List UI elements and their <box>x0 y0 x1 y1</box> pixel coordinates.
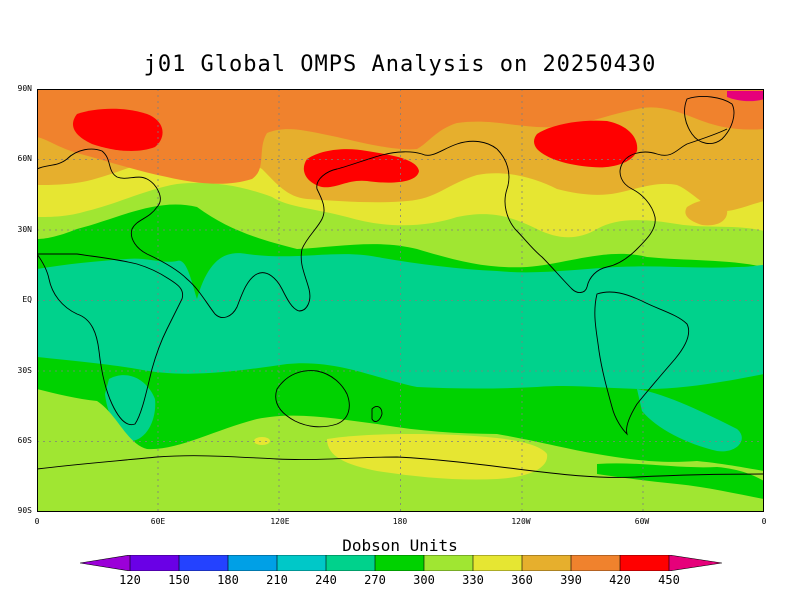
coastline-africa <box>37 253 184 426</box>
coastlines <box>37 96 764 478</box>
colorbar-label-240: 240 <box>315 573 337 587</box>
colorbar-label-330: 330 <box>462 573 484 587</box>
colorbar-box-390-420 <box>571 555 620 571</box>
coastline-australia <box>275 370 350 428</box>
lon-label-0: 0 <box>34 517 40 526</box>
colorbar-low-arrow <box>80 555 130 571</box>
band-270-300-south-pacific <box>637 389 742 452</box>
coastline-newzealand <box>371 406 383 422</box>
colorbar <box>79 554 723 572</box>
ozone-map <box>37 89 764 512</box>
lat-label-60n: 60N <box>17 154 32 163</box>
ozone-map-svg <box>37 89 764 512</box>
band-300-330-south-strip <box>597 463 764 499</box>
coastline-eurasia <box>37 140 498 318</box>
lon-label-0-right: 0 <box>761 517 767 526</box>
colorbar-label-180: 180 <box>217 573 239 587</box>
band-390-420-atlantic <box>685 199 728 226</box>
colorbar-label-420: 420 <box>609 573 631 587</box>
band-450-plus-arctic <box>727 91 764 102</box>
lon-label-120w: 120W <box>511 517 531 526</box>
colorbar-box-330-360 <box>473 555 522 571</box>
colorbar-label-150: 150 <box>168 573 190 587</box>
colorbar-box-270-300 <box>375 555 424 571</box>
band-420-450-north <box>37 89 764 184</box>
colorbar-box-120-150 <box>130 555 179 571</box>
colorbar-box-150-180 <box>179 555 228 571</box>
lon-label-60w: 60W <box>634 517 650 526</box>
coastline-antarctica <box>37 455 764 478</box>
colorbar-box-420-450 <box>620 555 669 571</box>
lat-label-30s: 30S <box>17 366 32 375</box>
colorbar-box-210-240 <box>277 555 326 571</box>
colorbar-label-390: 390 <box>560 573 582 587</box>
colorbar-box-240-270 <box>326 555 375 571</box>
band-450-namerica <box>534 120 638 168</box>
lat-label-90s: 90S <box>17 506 32 515</box>
coastline-south-america <box>594 291 690 436</box>
band-360-390-south <box>327 434 548 480</box>
band-360-390-spot <box>254 437 270 445</box>
colorbar-box-300-330 <box>424 555 473 571</box>
colorbar-title: Dobson Units <box>342 536 458 555</box>
colorbar-label-210: 210 <box>266 573 288 587</box>
band-270-300-tropics <box>37 253 764 389</box>
coastline-greenland <box>684 96 735 145</box>
colorbar-box-180-210 <box>228 555 277 571</box>
colorbar-label-270: 270 <box>364 573 386 587</box>
band-450-europe <box>72 108 163 151</box>
lat-label-30n: 30N <box>17 225 32 234</box>
lat-label-90n: 90N <box>17 84 32 93</box>
gridlines <box>37 89 764 512</box>
colorbar-high-arrow <box>669 555 722 571</box>
colorbar-label-120: 120 <box>119 573 141 587</box>
map-title: j01 Global OMPS Analysis on 20250430 <box>143 52 657 77</box>
lon-label-120e: 120E <box>270 517 290 526</box>
colorbar-label-360: 360 <box>511 573 533 587</box>
lat-label-eq: EQ <box>22 295 32 304</box>
coastline-north-america <box>496 128 728 293</box>
lon-label-60e: 60E <box>150 517 166 526</box>
colorbar-box-360-390 <box>522 555 571 571</box>
colorbar-label-300: 300 <box>413 573 435 587</box>
band-450-asia <box>303 149 419 188</box>
colorbar-svg <box>79 554 723 572</box>
lon-label-180: 180 <box>392 517 408 526</box>
colorbar-label-450: 450 <box>658 573 680 587</box>
lat-label-60s: 60S <box>17 436 32 445</box>
map-frame <box>37 89 764 512</box>
